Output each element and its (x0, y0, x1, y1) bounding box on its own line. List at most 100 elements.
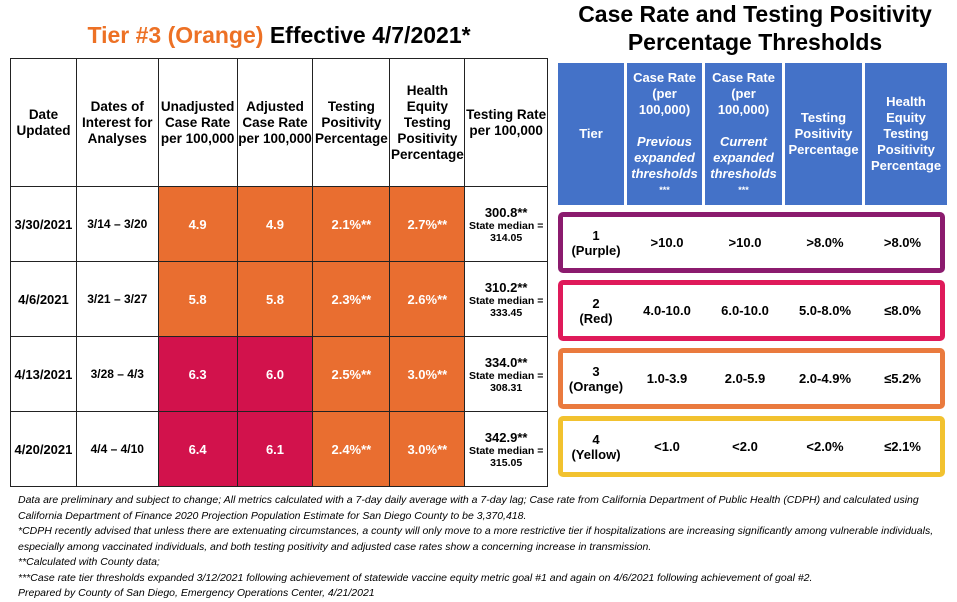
prev-threshold: >10.0 (650, 235, 684, 250)
state-median-label: State median = (468, 219, 544, 232)
tier-row: 4 (Yellow) <1.0 <2.0 <2.0% ≤2.1% (558, 416, 945, 477)
tier-row: 3 (Orange) 1.0-3.9 2.0-5.9 2.0-4.9% ≤5.2% (558, 348, 945, 409)
footnote: Data are preliminary and subject to chan… (18, 494, 919, 522)
col-header: Unadjusted Case Rate per 100,000 (157, 58, 238, 187)
adjusted-case-rate: 5.8 (236, 261, 314, 337)
tp-threshold: 2.0-4.9% (798, 371, 852, 386)
thresholds-title: Case Rate and Testing Positivity Percent… (578, 1, 932, 55)
col-header: Testing Positivity Percentage (312, 58, 391, 187)
testing-rate: 300.8** State median = 314.05 (464, 186, 548, 262)
testing-rate: 310.2** State median = 333.45 (464, 261, 548, 337)
tier-label: 1 (Purple) (563, 228, 629, 258)
header-row: Date Updated Dates of Interest for Analy… (10, 58, 548, 187)
testing-rate-value: 342.9** (484, 429, 528, 445)
adjusted-case-rate: 6.1 (236, 411, 314, 487)
effective-date: Effective 4/7/2021* (269, 22, 471, 48)
state-median-label: State median = (468, 369, 544, 382)
current-threshold: 6.0-10.0 (721, 303, 769, 318)
date-updated: 3/30/2021 (10, 186, 77, 262)
col-header-cur: Case Rate (per 100,000) Current expanded … (705, 63, 782, 205)
state-median-value: 314.05 (490, 231, 523, 244)
tier-label: Tier #3 (Orange) (87, 22, 264, 48)
col-header: Date Updated (10, 58, 77, 187)
date-updated: 4/13/2021 (10, 336, 77, 412)
current-threshold: 2.0-5.9 (724, 371, 766, 386)
testing-positivity: 2.5%** (312, 336, 391, 412)
col-header-he: Health Equity Testing Positivity Percent… (865, 63, 947, 205)
tier-label: 3 (Orange) (563, 364, 629, 394)
tp-threshold: 5.0-8.0% (798, 303, 852, 318)
table-row: 3/30/2021 3/14 – 3/20 4.9 4.9 2.1%** 2.7… (10, 186, 548, 262)
dates-of-interest: 3/28 – 4/3 (75, 336, 159, 412)
footnote: ***Case rate tier thresholds expanded 3/… (18, 571, 813, 584)
tier-label: 4 (Yellow) (563, 432, 629, 462)
unadjusted-case-rate: 6.4 (157, 411, 238, 487)
table-row: 4/6/2021 3/21 – 3/27 5.8 5.8 2.3%** 2.6%… (10, 261, 548, 337)
footnote-mark: *** (738, 185, 749, 195)
footnotes: Data are preliminary and subject to chan… (18, 493, 948, 602)
state-median-label: State median = (468, 294, 544, 307)
footnote: *CDPH recently advised that unless there… (18, 525, 934, 553)
state-median-value: 333.45 (490, 306, 523, 319)
state-median-label: State median = (468, 444, 544, 457)
metrics-table: Date Updated Dates of Interest for Analy… (10, 58, 548, 487)
date-updated: 4/6/2021 (10, 261, 77, 337)
he-threshold: ≤8.0% (884, 303, 921, 318)
tier-title: Tier #3 (Orange) Effective 4/7/2021* (10, 22, 548, 49)
tier-row: 2 (Red) 4.0-10.0 6.0-10.0 5.0-8.0% ≤8.0% (558, 280, 945, 341)
adjusted-case-rate: 6.0 (236, 336, 314, 412)
state-median-value: 308.31 (490, 381, 523, 394)
he-threshold: >8.0% (883, 235, 922, 250)
col-header: Adjusted Case Rate per 100,000 (236, 58, 314, 187)
header-subtext: Current expanded thresholds (710, 134, 777, 181)
col-header-tp: Testing Positivity Percentage (785, 63, 862, 205)
col-header: Health Equity Testing Positivity Percent… (389, 58, 466, 187)
current-threshold: <2.0 (732, 439, 758, 454)
footnote-mark: *** (659, 185, 670, 195)
footnote: **Calculated with County data; (18, 556, 160, 568)
dates-of-interest: 4/4 – 4/10 (75, 411, 159, 487)
unadjusted-case-rate: 6.3 (157, 336, 238, 412)
testing-rate-value: 300.8** (484, 204, 528, 220)
testing-rate-value: 310.2** (484, 279, 528, 295)
col-header: Testing Rate per 100,000 (464, 58, 548, 187)
prev-threshold: 1.0-3.9 (646, 371, 688, 386)
health-equity-positivity: 2.6%** (389, 261, 466, 337)
health-equity-positivity: 3.0%** (389, 336, 466, 412)
header-subtext: Previous expanded thresholds (631, 134, 698, 181)
state-median-value: 315.05 (490, 456, 523, 469)
dates-of-interest: 3/14 – 3/20 (75, 186, 159, 262)
prev-threshold: <1.0 (654, 439, 680, 454)
header-text: Case Rate (per 100,000) (633, 70, 696, 117)
footnote: Prepared by County of San Diego, Emergen… (18, 587, 375, 599)
he-threshold: ≤5.2% (884, 371, 921, 386)
tier-name: (Yellow) (571, 446, 621, 462)
tp-threshold: >8.0% (806, 235, 844, 250)
testing-positivity: 2.4%** (312, 411, 391, 487)
table-row: 4/13/2021 3/28 – 4/3 6.3 6.0 2.5%** 3.0%… (10, 336, 548, 412)
testing-rate: 334.0** State median = 308.31 (464, 336, 548, 412)
testing-positivity: 2.3%** (312, 261, 391, 337)
unadjusted-case-rate: 5.8 (157, 261, 238, 337)
adjusted-case-rate: 4.9 (236, 186, 314, 262)
table-row: 4/20/2021 4/4 – 4/10 6.4 6.1 2.4%** 3.0%… (10, 411, 548, 487)
tier-number: 3 (592, 363, 600, 379)
col-header: Dates of Interest for Analyses (75, 58, 159, 187)
col-header-tier: Tier (558, 63, 624, 205)
col-header-prev: Case Rate (per 100,000) Previous expanded… (627, 63, 702, 205)
tp-threshold: <2.0% (806, 439, 844, 454)
current-threshold: >10.0 (728, 235, 762, 250)
health-equity-positivity: 3.0%** (389, 411, 466, 487)
tier-name: (Red) (579, 310, 613, 326)
tier-name: (Orange) (568, 378, 624, 394)
tier-row: 1 (Purple) >10.0 >10.0 >8.0% >8.0% (558, 212, 945, 273)
testing-rate-value: 334.0** (484, 354, 528, 370)
testing-rate: 342.9** State median = 315.05 (464, 411, 548, 487)
tier-name: (Purple) (571, 242, 621, 258)
header-text: Case Rate (per 100,000) (712, 70, 775, 117)
date-updated: 4/20/2021 (10, 411, 77, 487)
testing-positivity: 2.1%** (312, 186, 391, 262)
unadjusted-case-rate: 4.9 (157, 186, 238, 262)
tier-label: 2 (Red) (563, 296, 629, 326)
thresholds-header: Tier Case Rate (per 100,000) Previous exp… (558, 63, 947, 205)
